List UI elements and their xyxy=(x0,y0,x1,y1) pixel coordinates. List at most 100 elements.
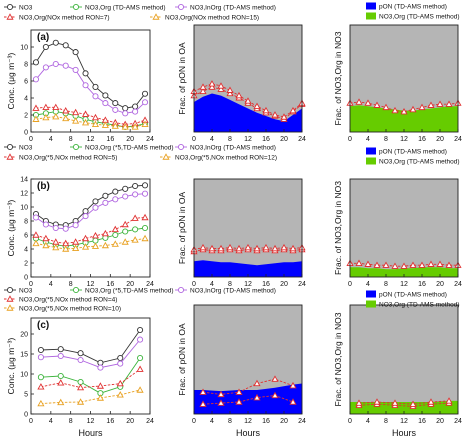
series-b-right-0-point-1 xyxy=(355,259,363,266)
series-a-mid-1-point-5 xyxy=(235,91,243,99)
legend-label: pON (TD-AMS method) xyxy=(379,3,447,10)
x-tick-label: 8 xyxy=(228,136,232,143)
legend-swatch-marker xyxy=(6,13,14,20)
series-b-left-2-point-2 xyxy=(52,224,59,232)
series-b-left-4-point-8 xyxy=(111,240,119,247)
legend-b-right: pON (TD-AMS method) NO3,Org (TD-AMS metho… xyxy=(366,147,460,165)
series-c-left-0-line xyxy=(40,329,141,364)
series-b-mid-1-point-6 xyxy=(244,243,252,251)
x-tick-label: 8 xyxy=(69,281,73,288)
series-b-right-0-point-5 xyxy=(391,262,399,269)
x-tick-label: 24 xyxy=(298,281,306,288)
x-tick-label: 0 xyxy=(348,136,352,143)
x-tick-label: 16 xyxy=(106,281,114,288)
series-b-left-4-point-9 xyxy=(121,238,129,245)
series-c-left-2-point-4 xyxy=(117,360,124,367)
legend-swatch-marker xyxy=(162,153,170,160)
legend-item-1: NO3,Org (*5,TD-AMS method) xyxy=(70,286,174,294)
series-b-mid-1 xyxy=(190,243,306,253)
series-c-right-1-point-1 xyxy=(355,399,363,406)
series-a-mid-1-point-8 xyxy=(262,106,270,114)
x-tick-label: 12 xyxy=(244,281,252,288)
legend-b-left: NO3 NO3,Org (*5,TD-AMS method) NO3,InOrg (… xyxy=(4,143,277,161)
area-pon-td-ams-method- xyxy=(194,93,302,132)
panel-label: (c) xyxy=(37,320,49,331)
series-b-mid-1-point-3 xyxy=(217,244,225,252)
y-tick-label: 0 xyxy=(24,275,28,282)
series-b-left-3-point-6 xyxy=(91,231,100,239)
plot-background xyxy=(350,305,458,414)
area-no3-org-td-ams-method- xyxy=(350,105,458,132)
series-a-left-0-point-2 xyxy=(52,39,59,46)
x-tick-label: 20 xyxy=(436,418,444,425)
y-axis-label: Frac. of NO3,Org in NO3 xyxy=(333,31,343,125)
series-b-left-1-point-9 xyxy=(122,228,129,235)
x-tick-label: 24 xyxy=(298,418,306,425)
series-c-mid-1-point-2 xyxy=(217,399,225,406)
series-b-right-0-point-2 xyxy=(364,260,372,267)
legend-label: NO3,InOrg (TD-AMS method) xyxy=(190,287,276,294)
x-tick-label: 20 xyxy=(126,281,134,288)
series-c-mid-0-point-5 xyxy=(271,375,279,382)
series-c-left-3-point-2 xyxy=(77,383,85,391)
series-b-right-0-point-4 xyxy=(382,261,390,268)
legend-swatch-marker xyxy=(6,286,14,294)
y-axis-label: Conc. (μg m⁻³) xyxy=(6,338,16,395)
series-b-left-3-point-4 xyxy=(72,238,80,245)
series-b-left-2-point-11 xyxy=(141,190,149,197)
series-c-left-3-point-5 xyxy=(136,365,144,372)
legend-label: NO3,Org (TD-AMS method) xyxy=(379,158,460,165)
series-a-left-3-point-5 xyxy=(81,110,90,117)
x-tick-label: 12 xyxy=(400,281,408,288)
series-c-mid-1-line xyxy=(202,395,294,405)
legend-label: NO3,Org(*5,NOx method RON=5) xyxy=(19,154,117,161)
panel-b-right: 0 4 8 12 16 20 24 Frac. of NO3,Org in NO3 xyxy=(333,178,462,288)
x-tick-label: 20 xyxy=(436,281,444,288)
legend-item-4: NO3,Org(NOx method RON=15) xyxy=(150,13,259,21)
series-a-left-3-point-2 xyxy=(52,103,60,111)
series-c-mid-1-point-3 xyxy=(235,398,243,405)
legend-label: NO3,Org (TD-AMS method) xyxy=(379,13,460,20)
series-b-left-4-point-2 xyxy=(52,243,60,251)
legend-swatch-marker xyxy=(72,3,80,11)
series-b-left-2-point-0 xyxy=(32,214,40,221)
legend-item-1: NO3,Org (TD-AMS method) xyxy=(70,3,166,11)
series-c-left-4-point-5 xyxy=(136,386,144,393)
x-tick-label: 16 xyxy=(106,136,114,143)
series-c-left-0-point-5 xyxy=(137,326,144,334)
series-a-left-0-line xyxy=(35,42,146,109)
series-c-right-0-line xyxy=(358,402,450,407)
series-b-left-4 xyxy=(32,234,149,252)
series-c-mid-0-line xyxy=(202,378,294,395)
legend-item-1: NO3,Org (*5,TD-AMS method) xyxy=(70,143,174,151)
x-tick-label: 24 xyxy=(146,136,154,143)
series-b-mid-1-point-9 xyxy=(271,244,279,252)
series-c-mid-0-point-1 xyxy=(199,388,207,395)
series-a-left-2 xyxy=(32,60,149,117)
series-b-left-2-point-8 xyxy=(112,196,119,203)
y-tick-label: 12 xyxy=(20,191,28,198)
x-axis-label-0: Hours xyxy=(78,428,103,438)
series-a-left-2-point-0 xyxy=(32,76,40,83)
series-b-right-0-point-10 xyxy=(436,260,444,267)
series-a-right-0-point-2 xyxy=(364,99,372,106)
series-a-right-0-point-9 xyxy=(427,101,435,108)
y-tick-label: 15 xyxy=(20,352,28,359)
x-tick-label: 0 xyxy=(192,418,196,425)
legend-a-right: pON (TD-AMS method) NO3,Org (TD-AMS metho… xyxy=(366,2,460,20)
series-c-mid-0-point-4 xyxy=(253,379,261,387)
series-c-left-1-line xyxy=(40,357,141,394)
series-a-left-4-point-1 xyxy=(42,113,50,121)
plot-frame xyxy=(30,178,151,278)
legend-label: NO3 xyxy=(19,4,33,11)
series-b-left-3-point-8 xyxy=(111,225,119,233)
series-c-left-2-point-1 xyxy=(57,352,64,360)
legend-swatch-marker xyxy=(6,143,14,151)
panel-c-right: 0 4 8 12 16 20 24 Frac. of NO3,Org in NO3 xyxy=(333,304,462,425)
series-a-left-2-point-10 xyxy=(132,108,139,115)
y-tick-label: 10 xyxy=(20,45,28,52)
series-a-left-4-point-4 xyxy=(72,117,80,124)
panel-c-mid: 0 4 8 12 16 20 24 Frac. of pON in OA xyxy=(177,304,306,425)
series-a-right-0-point-4 xyxy=(382,103,390,111)
